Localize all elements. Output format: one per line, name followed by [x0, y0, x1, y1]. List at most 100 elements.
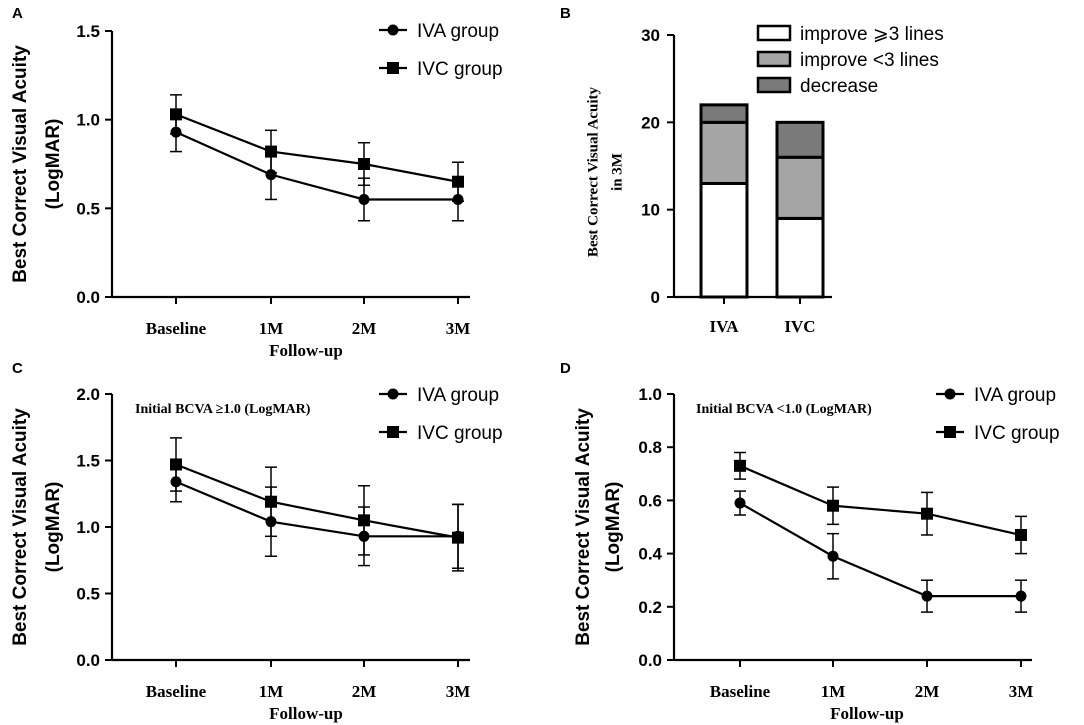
bar-segment: [699, 181, 749, 299]
x-tick-label: 3M: [446, 682, 471, 701]
y-tick-label: 1.0: [76, 111, 100, 130]
legend-label: improve ⩾3 lines: [800, 24, 944, 45]
legend-label: IVA group: [974, 385, 1056, 406]
y-tick-label: 0.8: [638, 438, 662, 457]
y-tick-label: 2.0: [76, 385, 100, 404]
y-tick-label: 1.5: [76, 452, 100, 471]
legend-marker: [944, 426, 956, 438]
data-point-ivc: [358, 514, 370, 527]
legend-marker: [387, 388, 399, 400]
y-tick-label: 0.4: [638, 545, 662, 564]
bar-segment: [775, 216, 825, 299]
legend-label: improve <3 lines: [800, 50, 939, 71]
y-tick-label: 0.6: [638, 491, 662, 510]
series-line-iva: [175, 131, 458, 201]
data-point-ivc: [265, 495, 277, 508]
y-axis-title: Best Correct Visual Acuity: [585, 86, 601, 257]
x-tick-label: 2M: [352, 319, 377, 338]
panel-c: C 0.0 0.5 1.0 1.5 2.0 Best Correct Visual Acui…: [10, 360, 503, 723]
legend-marker: [387, 62, 399, 74]
y-tick-label: 30: [641, 26, 660, 45]
x-tick-label: 3M: [446, 319, 471, 338]
y-axis-title-line2: (LogMAR): [43, 119, 64, 210]
data-point-iva: [921, 590, 933, 602]
x-tick-label: Baseline: [146, 319, 207, 338]
y-tick-label: 10: [641, 201, 660, 220]
series-line-iva: [739, 502, 1021, 598]
panel-annotation: Initial BCVA <1.0 (LogMAR): [696, 402, 872, 417]
series-line-iva: [175, 480, 458, 538]
y-axis-title-line2: (LogMAR): [43, 482, 64, 573]
data-point-ivc: [827, 499, 839, 512]
x-tick-label: IVA: [710, 317, 740, 336]
data-point-iva: [358, 193, 370, 205]
x-tick-label: 1M: [259, 319, 284, 338]
legend-label: IVA group: [417, 385, 499, 406]
data-point-ivc: [170, 108, 182, 121]
series-line-ivc: [175, 113, 459, 183]
data-point-iva: [734, 497, 746, 509]
y-tick-label: 0.0: [638, 651, 662, 670]
legend-label: IVC group: [417, 423, 503, 444]
y-tick-label: 0: [651, 288, 660, 307]
legend-marker: [387, 426, 399, 438]
panel-annotation: Initial BCVA ≥1.0 (LogMAR): [135, 402, 311, 417]
y-tick-label: 0.0: [76, 651, 100, 670]
y-axis-title-line2: in 3M: [609, 153, 625, 191]
data-point-ivc: [734, 459, 746, 472]
panel-letter: B: [560, 5, 571, 22]
data-point-iva: [265, 169, 277, 181]
legend-label: decrease: [800, 76, 878, 97]
data-point-ivc: [921, 507, 933, 520]
data-point-ivc: [265, 145, 277, 158]
data-point-ivc: [452, 175, 464, 188]
x-tick-label: 2M: [352, 682, 377, 701]
x-tick-label: 1M: [259, 682, 284, 701]
y-tick-label: 1.0: [76, 518, 100, 537]
x-tick-label: 2M: [915, 682, 940, 701]
y-axis-title-line2: (LogMAR): [603, 482, 624, 573]
legend-marker: [387, 24, 399, 36]
data-point-ivc: [170, 458, 182, 471]
y-tick-label: 0.5: [76, 199, 100, 218]
legend-marker: [944, 388, 956, 400]
y-tick-label: 0.2: [638, 598, 662, 617]
panel-a: A 0.0 0.5 1.0 1.5 Best Correct Visual Acuity (…: [10, 5, 503, 360]
y-tick-label: 1.5: [76, 22, 100, 41]
bar-segment: [699, 120, 749, 185]
data-point-ivc: [358, 158, 370, 170]
legend-swatch: [756, 50, 792, 68]
y-tick-label: 0.0: [76, 288, 100, 307]
panel-b: B 0 10 20 30 Best Correct Visual Acuity in 3M I…: [560, 5, 944, 336]
x-axis-title: Follow-up: [269, 341, 343, 360]
legend-swatch: [756, 76, 792, 94]
data-point-iva: [827, 550, 839, 562]
series-line-ivc: [175, 463, 459, 539]
legend-label: IVC group: [974, 423, 1060, 444]
y-axis-title: Best Correct Visual Acuity: [10, 408, 31, 646]
panel-d: D 0.0 0.2 0.4 0.6 0.8 1.0 Best Correct Visual A…: [560, 360, 1060, 723]
series-line-ivc: [739, 464, 1022, 537]
panel-letter: C: [12, 360, 23, 377]
bar-segment: [775, 155, 825, 220]
data-point-ivc: [1015, 528, 1027, 541]
data-point-ivc: [452, 531, 464, 544]
y-tick-label: 1.0: [638, 385, 662, 404]
bar-segment: [699, 103, 749, 124]
x-axis-title: Follow-up: [269, 704, 343, 723]
y-axis-title: Best Correct Visual Acuity: [10, 45, 31, 283]
legend-swatch: [756, 24, 792, 42]
y-tick-label: 0.5: [76, 585, 100, 604]
x-tick-label: IVC: [784, 317, 815, 336]
data-point-iva: [1015, 590, 1027, 602]
x-tick-label: Baseline: [710, 682, 771, 701]
y-axis-title: Best Correct Visual Acuity: [573, 408, 594, 646]
x-tick-label: Baseline: [146, 682, 207, 701]
x-tick-label: 1M: [821, 682, 846, 701]
x-axis-title: Follow-up: [830, 704, 904, 723]
x-tick-label: 3M: [1009, 682, 1034, 701]
bar-segment: [775, 120, 825, 159]
panel-letter: D: [560, 360, 571, 377]
legend-label: IVA group: [417, 21, 499, 42]
